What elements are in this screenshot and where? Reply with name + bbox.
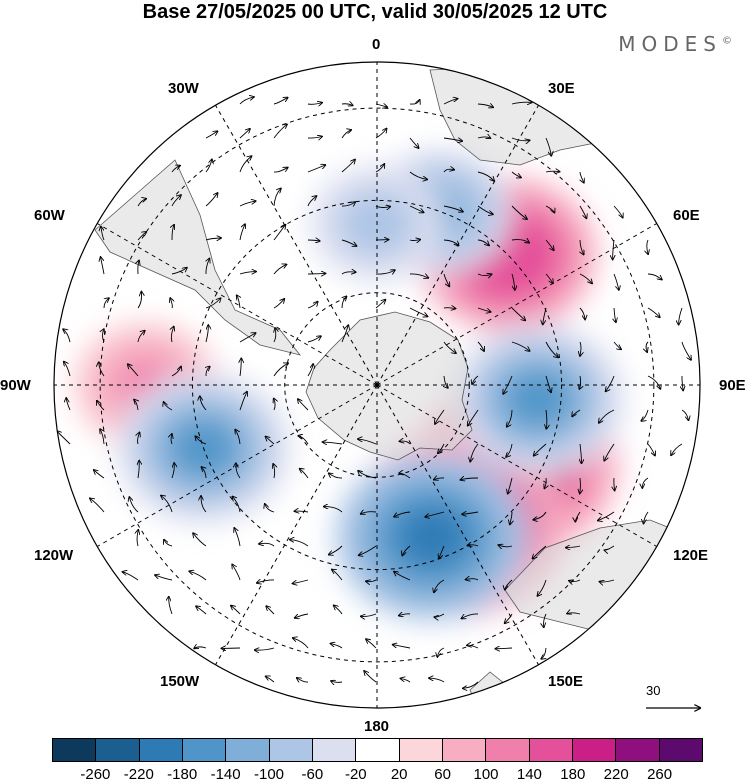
colorbar-tick-label: 20 [391,766,408,783]
anomaly-contour [399,508,465,565]
colorbar-tick-label: 60 [434,766,451,783]
lon-label-60w: 60W [34,207,65,224]
colorbar-tick-label: -180 [167,766,197,783]
colorbar-swatch [53,739,96,761]
colorbar-swatch [400,739,443,761]
colorbar-tick-label: 140 [517,766,542,783]
lon-label-90w: 90W [0,377,31,394]
lon-label-180: 180 [364,718,389,735]
colorbar-tick-label: -220 [124,766,154,783]
colorbar-tick-label: 260 [647,766,672,783]
colorbar-tick-label: 100 [473,766,498,783]
colorbar-tick-label: -140 [211,766,241,783]
colorbar-swatch [140,739,183,761]
reference-vector-label: 30 [646,683,660,698]
colorbar-tick-label: 220 [604,766,629,783]
lon-label-30e: 30E [548,80,575,97]
lon-label-120w: 120W [34,547,73,564]
colorbar-swatch [356,739,399,761]
lon-label-120e: 120E [673,547,708,564]
colorbar-tick-label: -60 [302,766,324,783]
colorbar-tick-label: -20 [345,766,367,783]
colorbar-swatch [660,739,702,761]
lon-label-150e: 150E [548,673,583,690]
lon-label-60e: 60E [673,207,700,224]
lon-label-0: 0 [372,36,380,53]
colorbar-swatch [226,739,269,761]
lon-label-30w: 30W [168,80,199,97]
colorbar-swatch [530,739,573,761]
colorbar-tick-label: -100 [254,766,284,783]
pole-marker [375,383,379,387]
colorbar [52,738,703,762]
lon-label-150w: 150W [160,673,199,690]
colorbar-swatch [573,739,616,761]
colorbar-swatch [443,739,486,761]
colorbar-swatch [313,739,356,761]
colorbar-swatch [183,739,226,761]
colorbar-tick-label: -260 [80,766,110,783]
colorbar-swatch [270,739,313,761]
colorbar-tick-label: 180 [560,766,585,783]
lon-label-90e: 90E [719,377,746,394]
colorbar-swatch [486,739,529,761]
colorbar-ticks: -260 -220 -180 -140 -100 -60 -20 20 60 100 140 180 2… [0,766,750,784]
colorbar-swatch [96,739,139,761]
colorbar-swatch [616,739,659,761]
